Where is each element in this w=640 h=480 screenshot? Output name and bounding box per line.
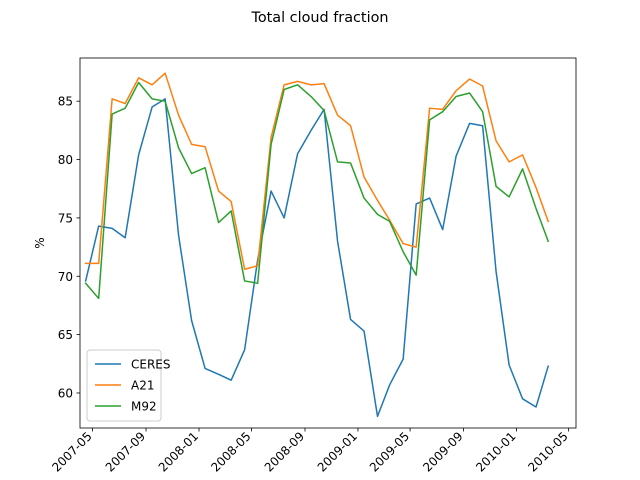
- y-tick-label: 85: [58, 95, 73, 109]
- legend-label: CERES: [131, 358, 171, 372]
- series-layer: [84, 72, 550, 418]
- legend: CERES A21 M92: [86, 349, 171, 422]
- legend-box: [86, 349, 162, 422]
- y-tick-label: 80: [58, 153, 73, 167]
- series-line-m92: [84, 81, 550, 300]
- y-tick-label: 70: [58, 270, 73, 284]
- series-line-a21: [84, 72, 550, 271]
- y-tick-label: 75: [58, 211, 73, 225]
- y-axis: 60 65 70 75 80 85: [58, 95, 80, 400]
- axes-frame: [79, 57, 577, 429]
- chart-title: Total cloud fraction: [250, 10, 388, 26]
- y-tick-label: 65: [58, 328, 73, 342]
- y-tick-label: 60: [58, 386, 73, 400]
- legend-label: M92: [131, 400, 157, 414]
- y-axis-label: %: [33, 237, 47, 248]
- legend-label: A21: [131, 379, 154, 393]
